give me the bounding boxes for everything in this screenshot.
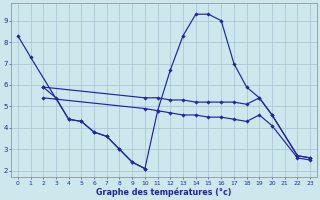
X-axis label: Graphe des températures (°c): Graphe des températures (°c) — [96, 187, 232, 197]
